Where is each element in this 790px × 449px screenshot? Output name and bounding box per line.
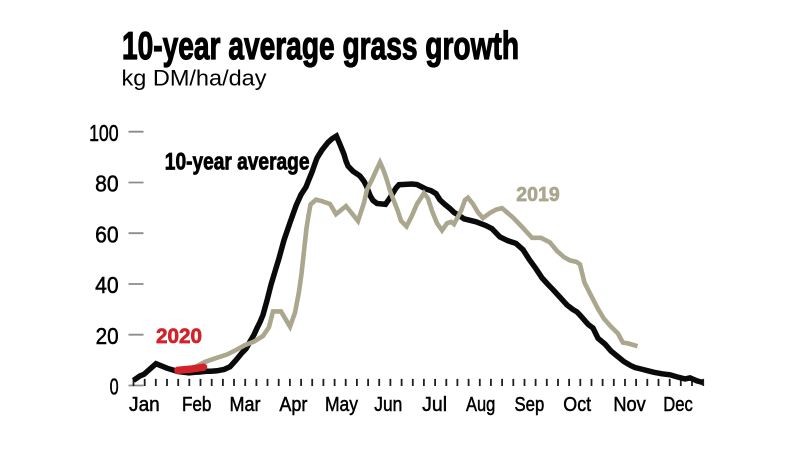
svg-text:100: 100 [89, 120, 119, 146]
svg-text:kg DM/ha/day: kg DM/ha/day [122, 65, 267, 90]
svg-text:2020: 2020 [156, 325, 202, 348]
svg-text:Jul: Jul [422, 393, 447, 416]
svg-text:10-year average: 10-year average [165, 149, 310, 176]
svg-text:10-year average grass growth: 10-year average grass growth [122, 25, 519, 68]
svg-text:Sep: Sep [515, 393, 545, 416]
svg-text:Dec: Dec [663, 393, 693, 416]
svg-text:May: May [325, 393, 359, 416]
svg-text:Mar: Mar [230, 393, 261, 416]
svg-text:Aug: Aug [466, 393, 495, 416]
svg-text:40: 40 [95, 272, 119, 298]
svg-text:Nov: Nov [613, 393, 646, 416]
svg-text:60: 60 [95, 221, 119, 247]
svg-text:20: 20 [96, 323, 119, 349]
svg-text:Jan: Jan [129, 393, 160, 416]
svg-text:0: 0 [110, 374, 119, 400]
svg-text:80: 80 [95, 171, 119, 197]
svg-text:2019: 2019 [516, 184, 559, 206]
svg-text:Feb: Feb [182, 393, 212, 416]
svg-text:Jun: Jun [374, 393, 402, 416]
svg-text:Oct: Oct [563, 393, 591, 416]
svg-text:Apr: Apr [279, 393, 307, 416]
